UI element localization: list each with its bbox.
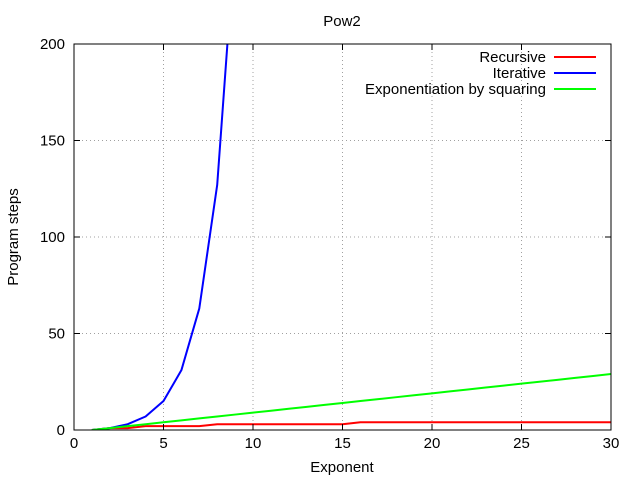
- x-axis-title: Exponent: [310, 459, 374, 476]
- chart-title: Pow2: [323, 13, 361, 30]
- x-tick-label: 10: [245, 435, 262, 452]
- series-lines: [91, 44, 611, 430]
- axis-ticks: 0 5 10 15 20 25 30 0 50 100 150 200: [40, 36, 619, 452]
- x-tick-label: 15: [334, 435, 351, 452]
- x-tick-label: 30: [603, 435, 620, 452]
- series-line-exponentiation-by-squaring: [91, 373, 611, 430]
- series-line-recursive: [91, 421, 611, 430]
- legend-label-iterative: Iterative: [493, 65, 546, 82]
- y-tick-label: 0: [57, 422, 65, 439]
- y-tick-label: 150: [40, 133, 65, 150]
- x-tick-label: 5: [159, 435, 167, 452]
- y-tick-label: 100: [40, 229, 65, 246]
- x-tick-label: 0: [70, 435, 78, 452]
- y-tick-label: 200: [40, 36, 65, 53]
- x-tick-label: 20: [424, 435, 441, 452]
- y-tick-label: 50: [48, 326, 65, 343]
- grid: [74, 44, 611, 430]
- legend-label-exponentiation-by-squaring: Exponentiation by squaring: [365, 81, 546, 98]
- x-tick-label: 25: [513, 435, 530, 452]
- y-axis-title: Program steps: [5, 188, 22, 286]
- legend-label-recursive: Recursive: [479, 49, 546, 66]
